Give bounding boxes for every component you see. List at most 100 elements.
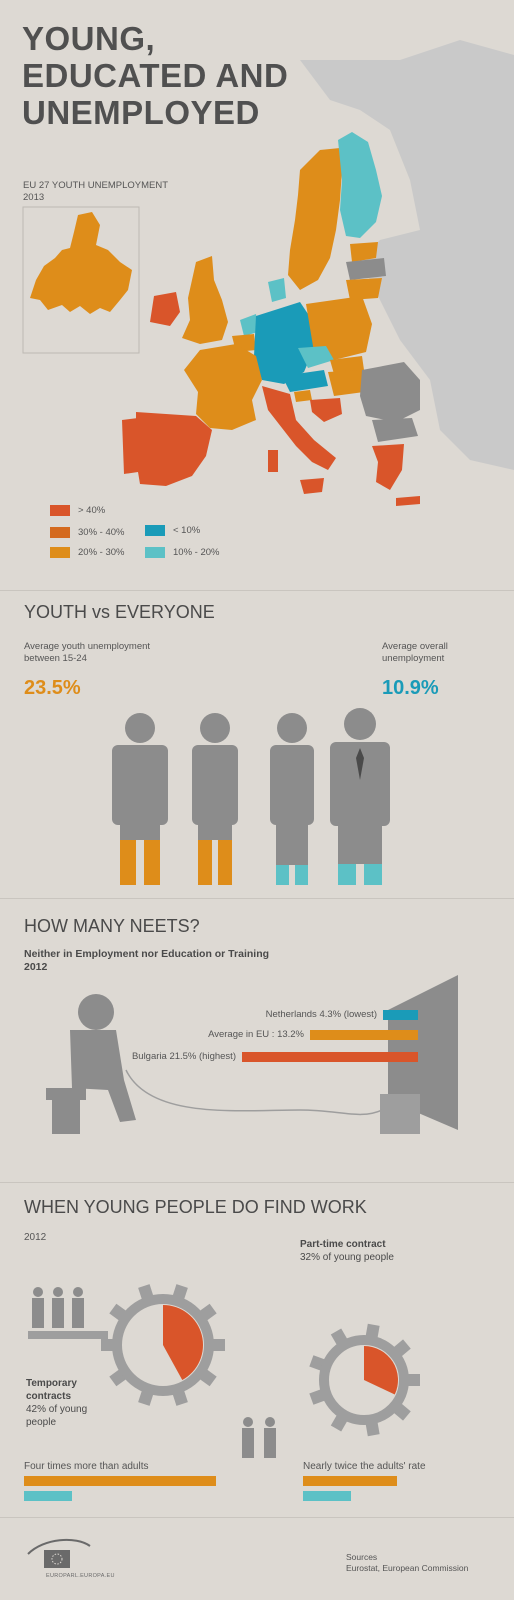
gear-tooth [365, 1422, 380, 1437]
norway-sweden [288, 148, 342, 290]
temporary-detail-line: people [26, 1417, 57, 1428]
title-line: UNEMPLOYED [22, 94, 260, 131]
bench [28, 1331, 108, 1339]
neets-bar-label: Netherlands 4.3% (lowest) [265, 1009, 377, 1020]
share-slice [364, 1346, 398, 1395]
eu-flag-icon [44, 1550, 70, 1568]
inset-europe [30, 212, 132, 314]
section-divider [0, 1517, 514, 1518]
gear-tooth [309, 1355, 325, 1371]
waiting-people-icon [242, 1417, 276, 1458]
main-title: YOUNG, EDUCATED AND UNEMPLOYED [22, 20, 288, 131]
part-time-label: Part-time contract 32% of young people [300, 1238, 394, 1264]
germany [254, 302, 314, 384]
ireland [150, 292, 180, 326]
legend-label: 20% - 30% [78, 547, 125, 558]
neets-bar-label: Bulgaria 21.5% (highest) [131, 1051, 236, 1062]
gear-tooth [138, 1390, 154, 1406]
work-title: WHEN YOUNG PEOPLE DO FIND WORK [24, 1197, 367, 1217]
denmark [268, 278, 286, 302]
young-woman-icon [192, 713, 238, 885]
poland [306, 296, 372, 360]
temporary-heading-line: Temporary [26, 1378, 77, 1389]
section-divider [0, 898, 514, 899]
temporary-detail-line: 42% of young [26, 1404, 88, 1415]
gear-ring [319, 1335, 409, 1425]
part-time-adult-bar [303, 1491, 351, 1501]
part-time-contract-gear-icon [309, 1323, 420, 1437]
neets-illustration [46, 975, 458, 1134]
neets-bar-label: Average in EU : 13.2% [208, 1029, 304, 1040]
legend-item: 30% - 40% [50, 527, 124, 538]
gear-tooth [101, 1339, 113, 1351]
greece [372, 444, 404, 490]
gear-tooth [309, 1389, 325, 1405]
gear-tooth [365, 1323, 380, 1338]
map-inset-frame [22, 206, 140, 354]
part-time-heading: Part-time contract [300, 1239, 386, 1250]
sardinia [268, 450, 278, 472]
legend-swatch [50, 527, 70, 538]
netherlands [240, 314, 258, 336]
temporary-youth-bar [24, 1476, 216, 1486]
parliament-arc-icon [27, 1538, 91, 1555]
waiting-people-icon [32, 1287, 84, 1328]
section-divider [0, 1182, 514, 1183]
neets-bar [242, 1052, 418, 1062]
sources-heading: Sources [346, 1552, 378, 1562]
portugal [122, 418, 138, 474]
map-subtitle-line: EU 27 YOUTH UNEMPLOYMENT [23, 180, 168, 191]
overall-unemployment-value: 10.9% [382, 677, 439, 699]
non-eu-landmass [300, 40, 514, 470]
sources-list: Eurostat, European Commission [346, 1563, 469, 1573]
youth-vs-everyone-title: YOUTH vs EVERYONE [24, 602, 215, 622]
legend-item: 20% - 30% [50, 547, 124, 558]
lithuania [346, 278, 382, 300]
work-year: 2012 [24, 1232, 47, 1243]
legend-swatch [145, 547, 165, 558]
gear-ring [112, 1294, 214, 1396]
neets-bar [383, 1010, 418, 1020]
temporary-heading-line: contracts [26, 1391, 72, 1402]
legend-label: < 10% [173, 525, 201, 536]
gear-tooth [138, 1284, 154, 1300]
part-time-youth-bar [303, 1476, 397, 1486]
finland [338, 132, 382, 238]
overall-label-line: Average overall [382, 641, 448, 652]
legend-swatch [145, 525, 165, 536]
sicily [300, 478, 324, 494]
youth-unemployment-label: Average youth unemployment between 15-24 [24, 641, 150, 665]
great-britain [182, 256, 228, 344]
controller-cable [125, 1069, 383, 1116]
neets-title: HOW MANY NEETS? [24, 916, 200, 936]
temporary-contract-gear-icon [101, 1284, 225, 1406]
part-time-detail: 32% of young people [300, 1252, 394, 1263]
title-line: EDUCATED AND [22, 57, 289, 94]
latvia [346, 258, 386, 280]
monitor-stand [380, 1094, 420, 1134]
map-subtitle-year: 2013 [23, 192, 45, 203]
people-figures [112, 708, 390, 885]
section-divider [0, 590, 514, 591]
croatia [310, 398, 342, 422]
sources: Sources Eurostat, European Commission [346, 1552, 468, 1574]
temporary-adult-bar [24, 1491, 72, 1501]
part-time-note: Nearly twice the adults' rate [303, 1461, 426, 1472]
young-man-icon [112, 713, 168, 885]
gear-tooth [172, 1284, 188, 1300]
neets-subtitle: Neither in Employment nor Education or T… [24, 948, 269, 974]
work-illustration [28, 1284, 420, 1458]
title-line: YOUNG, [22, 20, 156, 57]
legend-item: > 40% [50, 505, 105, 516]
neets-subtitle-line: Neither in Employment nor Education or T… [24, 948, 270, 960]
france [184, 344, 262, 430]
legend-label: > 40% [78, 505, 106, 516]
share-slice [163, 1305, 203, 1381]
overall-unemployment-label: Average overall unemployment [382, 641, 448, 665]
slovenia [294, 390, 312, 402]
logo-text: EUROPARL.EUROPA.EU [46, 1573, 115, 1579]
neets-subtitle-year: 2012 [24, 961, 48, 973]
youth-label-line: Average youth unemployment [24, 641, 151, 652]
seated-person-icon [46, 994, 136, 1134]
austria [282, 370, 328, 392]
